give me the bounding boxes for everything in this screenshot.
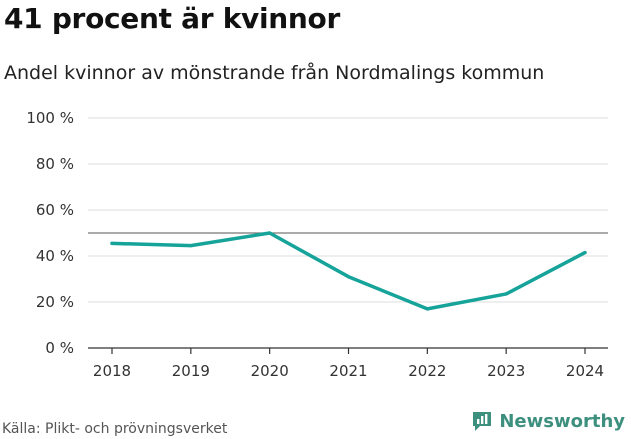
x-tick-label: 2019 (172, 362, 210, 380)
y-tick-label: 20 % (36, 293, 74, 311)
x-tick-label: 2021 (329, 362, 367, 380)
y-axis-labels: 0 % 20 % 40 % 60 % 80 % 100 % (26, 109, 74, 357)
gridlines (88, 117, 608, 303)
y-tick-label: 100 % (26, 109, 74, 127)
bar-chart-speech-bubble-icon (473, 412, 492, 431)
x-axis (88, 347, 608, 354)
x-axis-labels: 2018 2019 2020 2021 2022 2023 2024 (93, 362, 604, 380)
series-layer (110, 231, 587, 311)
data-point (110, 241, 114, 245)
brand-name: Newsworthy (499, 410, 625, 432)
chart-subtitle: Andel kvinnor av mönstrande från Nordmal… (4, 62, 545, 84)
source-note: Källa: Plikt- och prövningsverket (2, 421, 228, 437)
y-tick-label: 80 % (36, 155, 74, 173)
x-tick-label: 2022 (408, 362, 446, 380)
y-tick-label: 40 % (36, 247, 74, 265)
data-point (189, 244, 193, 248)
y-tick-label: 60 % (36, 201, 74, 219)
data-point (583, 250, 587, 255)
brand-logo: Newsworthy (471, 410, 625, 432)
data-point (346, 275, 351, 279)
x-tick-label: 2020 (251, 362, 289, 380)
x-tick-label: 2018 (93, 362, 131, 380)
data-point (504, 292, 508, 296)
series-line (110, 231, 587, 311)
y-tick-label: 0 % (45, 339, 74, 357)
data-point (425, 307, 429, 311)
chart-title: 41 procent är kvinnor (4, 2, 340, 35)
line-chart: 0 % 20 % 40 % 60 % 80 % 100 % 2018 2019 2020 202… (26, 109, 608, 380)
x-tick-label: 2024 (566, 362, 604, 380)
data-point (268, 231, 272, 235)
x-tick-label: 2023 (487, 362, 525, 380)
